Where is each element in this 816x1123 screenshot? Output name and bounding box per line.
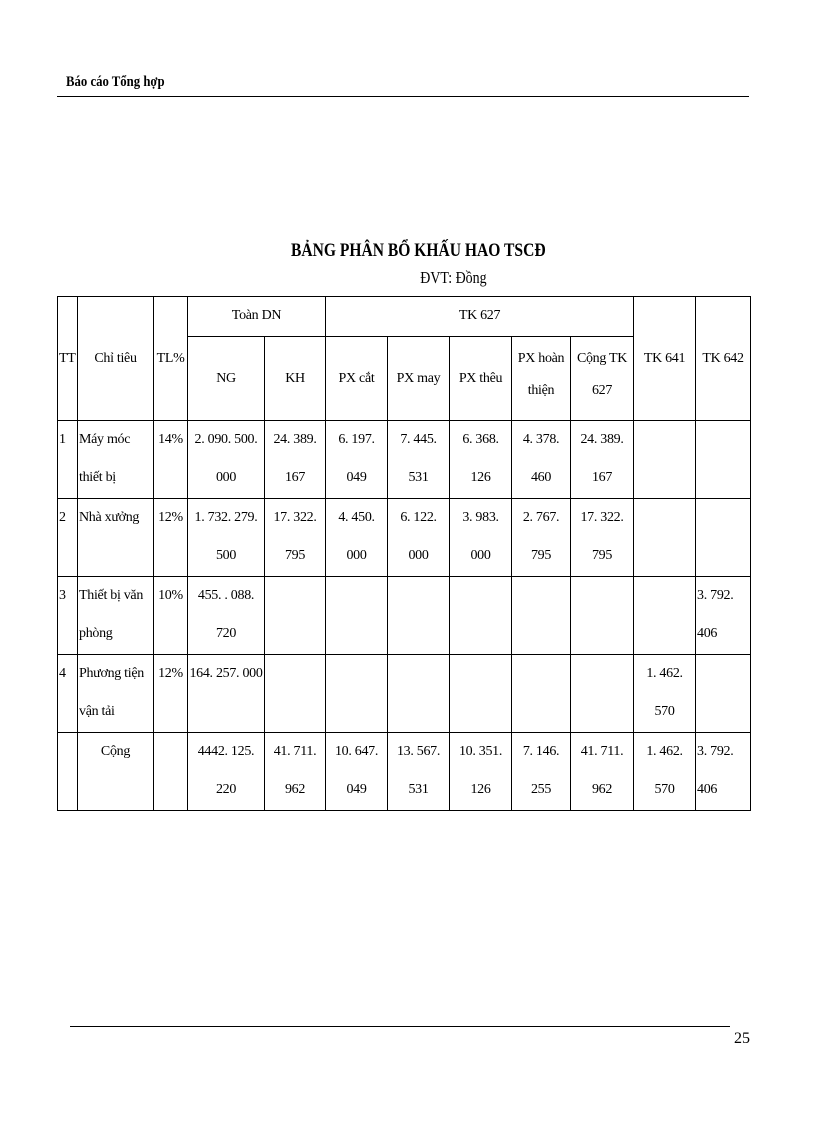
- cell-tl: [153, 732, 188, 811]
- cell-px-cat: 10. 647. 049: [325, 732, 389, 811]
- header-row: TT Chỉ tiêu TL% Toàn DN TK 627 TK 641 TK…: [57, 296, 752, 421]
- cell-cong: [570, 576, 635, 655]
- th-kh: KH: [263, 336, 327, 421]
- th-px-theu: PX thêu: [449, 336, 513, 421]
- cell-tt: 4: [57, 654, 78, 733]
- table-row: Cộng 4442. 125. 220 41. 711. 962 10. 647. 0…: [57, 732, 752, 811]
- cell-ng: 164. 257. 000: [187, 654, 265, 733]
- footer-divider: [70, 1026, 730, 1027]
- cell-ng: 1. 732. 279. 500: [187, 498, 265, 577]
- cell-px-theu: 3. 983. 000: [449, 498, 513, 577]
- cell-name: Phương tiện vận tải: [77, 654, 154, 733]
- cell-kh: 41. 711. 962: [263, 732, 327, 811]
- cell-px-cat: 6. 197. 049: [325, 420, 389, 499]
- cell-px-ht: 4. 378. 460: [511, 420, 572, 499]
- cell-kh: [263, 654, 327, 733]
- cell-px-may: 13. 567. 531: [387, 732, 451, 811]
- cell-name: Thiết bị văn phòng: [77, 576, 154, 655]
- cell-tk641: 1. 462. 570: [633, 654, 697, 733]
- cell-tk642: [695, 420, 752, 499]
- cell-cong: 17. 322. 795: [570, 498, 635, 577]
- table-row: 4 Phương tiện vận tải 12% 164. 257. 000 1. 4…: [57, 654, 752, 733]
- cell-kh: 17. 322. 795: [263, 498, 327, 577]
- cell-px-ht: [511, 654, 572, 733]
- cell-cong: 41. 711. 962: [570, 732, 635, 811]
- header-title: Báo cáo Tổng hợp: [66, 74, 165, 90]
- cell-px-may: [387, 654, 451, 733]
- th-toan-dn: Toàn DN: [186, 296, 327, 337]
- cell-name: Cộng: [77, 732, 154, 811]
- cell-px-may: 7. 445. 531: [387, 420, 451, 499]
- th-px-may: PX may: [387, 336, 451, 421]
- th-ng: NG: [187, 336, 265, 421]
- cell-px-theu: 10. 351. 126: [449, 732, 513, 811]
- cell-ng: 2. 090. 500. 000: [187, 420, 265, 499]
- cell-kh: [263, 576, 327, 655]
- cell-cong: 24. 389. 167: [570, 420, 635, 499]
- cell-ng: 4442. 125. 220: [187, 732, 265, 811]
- cell-ng: 455. . 088. 720: [187, 576, 265, 655]
- cell-px-may: 6. 122. 000: [387, 498, 451, 577]
- cell-tt: 3: [57, 576, 78, 655]
- unit-label: ĐVT: Đồng: [419, 268, 487, 287]
- cell-tt: 1: [57, 420, 78, 499]
- th-tk641: TK 641: [633, 296, 697, 421]
- cell-tk641: [633, 498, 697, 577]
- cell-px-cat: 4. 450. 000: [325, 498, 389, 577]
- cell-px-theu: [449, 576, 513, 655]
- th-tk627: TK 627: [325, 296, 635, 337]
- cell-px-theu: 6. 368. 126: [449, 420, 513, 499]
- cell-px-cat: [325, 576, 389, 655]
- cell-px-ht: [511, 576, 572, 655]
- cell-tl: 12%: [153, 498, 188, 577]
- cell-px-theu: [449, 654, 513, 733]
- header-divider: [57, 96, 749, 97]
- doc-title: BẢNG PHÂN BỔ KHẤU HAO TSCĐ: [290, 240, 546, 261]
- page-number: 25: [734, 1030, 750, 1047]
- th-tl: TL%: [153, 296, 188, 421]
- th-cong-tk627: Cộng TK 627: [570, 336, 635, 421]
- cell-tk642: 3. 792. 406: [695, 576, 752, 655]
- table-row: 3 Thiết bị văn phòng 10% 455. . 088. 720 3. …: [57, 576, 752, 655]
- cell-tk641: [633, 420, 697, 499]
- th-px-hoan-thien: PX hoàn thiện: [511, 336, 572, 421]
- cell-tk641: [633, 576, 697, 655]
- cell-name: Máy móc thiết bị: [77, 420, 154, 499]
- cell-tt: [57, 732, 78, 811]
- cell-tk642: 3. 792. 406: [695, 732, 752, 811]
- cell-tl: 10%: [153, 576, 188, 655]
- cell-name: Nhà xưởng: [77, 498, 154, 577]
- cell-tl: 14%: [153, 420, 188, 499]
- th-chi-tieu: Chỉ tiêu: [77, 296, 154, 421]
- cell-px-ht: 7. 146. 255: [511, 732, 572, 811]
- table-row: 2 Nhà xưởng 12% 1. 732. 279. 500 17. 322. 79…: [57, 498, 752, 577]
- cell-kh: 24. 389. 167: [263, 420, 327, 499]
- th-tk642: TK 642: [695, 296, 752, 421]
- th-tt: TT: [57, 296, 78, 421]
- cell-tk642: [695, 498, 752, 577]
- cell-px-ht: 2. 767. 795: [511, 498, 572, 577]
- cell-px-cat: [325, 654, 389, 733]
- th-px-cat: PX cắt: [325, 336, 389, 421]
- cell-tk641: 1. 462. 570: [633, 732, 697, 811]
- cell-tk642: [695, 654, 752, 733]
- cell-tt: 2: [57, 498, 78, 577]
- table-row: 1 Máy móc thiết bị 14% 2. 090. 500. 000 24. …: [57, 420, 752, 499]
- depreciation-table: TT Chỉ tiêu TL% Toàn DN TK 627 TK 641 TK…: [57, 296, 752, 811]
- cell-tl: 12%: [153, 654, 188, 733]
- cell-px-may: [387, 576, 451, 655]
- header-row: NG KH PX cắt PX may PX thêu PX hoàn thiệ…: [58, 336, 751, 421]
- cell-cong: [570, 654, 635, 733]
